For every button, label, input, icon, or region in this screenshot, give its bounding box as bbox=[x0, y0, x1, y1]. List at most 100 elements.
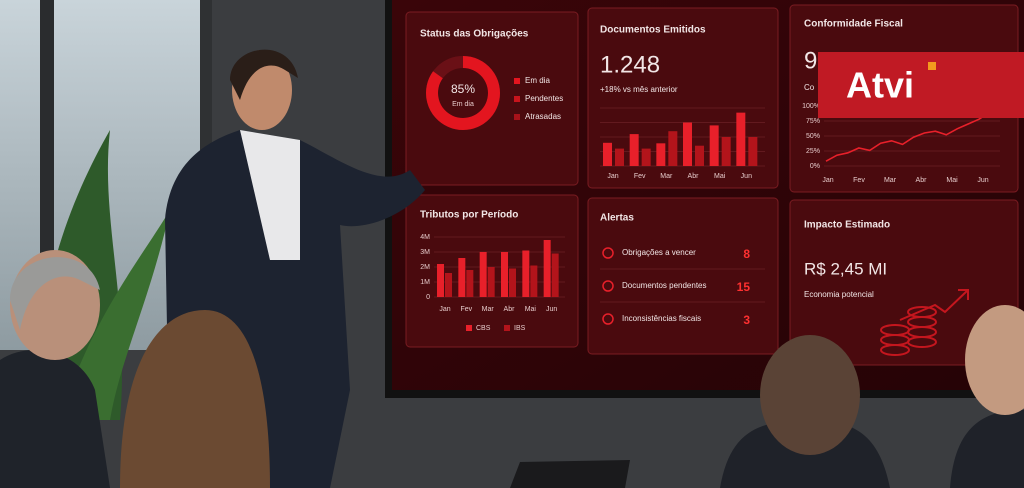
y-tick-label: 2M bbox=[420, 264, 430, 271]
y-tick-label: 3M bbox=[420, 249, 430, 256]
audience-left-hair bbox=[10, 257, 100, 330]
kpi-caption: Co bbox=[804, 83, 815, 92]
kpi-caption: Economia potencial bbox=[804, 290, 874, 299]
donut-label: 85% bbox=[451, 82, 475, 96]
presenter-shirt bbox=[240, 130, 300, 260]
alert-label: Documentos pendentes bbox=[622, 281, 707, 290]
x-tick-label: Mar bbox=[482, 306, 495, 313]
panel-alertas bbox=[587, 197, 779, 355]
y-tick-label: 75% bbox=[806, 118, 820, 125]
laptop bbox=[510, 460, 630, 488]
bar bbox=[629, 134, 639, 166]
y-tick-label: 25% bbox=[806, 148, 820, 155]
bar bbox=[615, 148, 624, 166]
logo: Atvi bbox=[846, 65, 914, 106]
alert-icon bbox=[602, 247, 614, 259]
x-tick-label: Mai bbox=[714, 173, 726, 180]
x-tick-label: Mai bbox=[525, 306, 537, 313]
audience-woman bbox=[120, 310, 270, 488]
plant-leaf bbox=[60, 210, 170, 420]
x-tick-label: Mar bbox=[660, 173, 673, 180]
alert-label: Obrigações a vencer bbox=[622, 248, 696, 257]
bar bbox=[487, 267, 495, 297]
alert-label: Inconsistências fiscais bbox=[622, 314, 701, 323]
y-tick-label: 0 bbox=[426, 294, 430, 301]
bar bbox=[668, 131, 678, 166]
legend-swatch bbox=[514, 114, 520, 120]
x-tick-label: Jan bbox=[439, 306, 450, 313]
panel-title: Status das Obrigações bbox=[420, 29, 529, 40]
y-tick-label: 50% bbox=[806, 133, 820, 140]
bar bbox=[501, 252, 508, 297]
x-tick-label: Jun bbox=[977, 177, 988, 184]
kpi-change: +18% vs mês anterior bbox=[600, 85, 678, 94]
bar bbox=[736, 112, 746, 166]
panel-impacto bbox=[789, 199, 1019, 366]
audience-right-head bbox=[760, 335, 860, 455]
bar bbox=[695, 145, 704, 166]
bar bbox=[641, 148, 651, 166]
legend-swatch bbox=[514, 96, 520, 102]
legend-label: Atrasadas bbox=[525, 112, 561, 121]
bar bbox=[721, 137, 731, 166]
bar bbox=[522, 250, 530, 297]
legend-swatch bbox=[504, 325, 510, 331]
panel-title: Impacto Estimado bbox=[804, 220, 890, 231]
bar bbox=[551, 253, 559, 297]
coins-icon bbox=[880, 289, 969, 356]
audience-far-head bbox=[965, 305, 1024, 415]
legend-label: Pendentes bbox=[525, 94, 563, 103]
bar bbox=[466, 270, 474, 297]
bar bbox=[603, 142, 612, 166]
bar bbox=[683, 122, 692, 166]
x-tick-label: Jun bbox=[546, 306, 557, 313]
y-tick-label: 100% bbox=[802, 103, 820, 110]
bar bbox=[530, 265, 538, 297]
kpi-value: R$ 2,45 MI bbox=[804, 259, 887, 278]
panel-title: Tributos por Período bbox=[420, 210, 518, 221]
legend-label: IBS bbox=[514, 325, 526, 332]
panel-title: Alertas bbox=[600, 213, 634, 224]
bar bbox=[437, 264, 444, 297]
x-tick-label: Mar bbox=[884, 177, 897, 184]
y-tick-label: 1M bbox=[420, 279, 430, 286]
panel-title: Conformidade Fiscal bbox=[804, 19, 903, 30]
presenter-hair bbox=[230, 49, 298, 100]
y-tick-label: 4M bbox=[420, 234, 430, 241]
bar bbox=[709, 125, 719, 166]
kpi-value: 1.248 bbox=[600, 51, 660, 78]
alert-icon bbox=[602, 313, 614, 325]
audience-far bbox=[950, 410, 1024, 488]
alert-count: 8 bbox=[743, 247, 750, 261]
donut-arc bbox=[426, 56, 500, 130]
bar bbox=[458, 258, 466, 297]
bar bbox=[509, 268, 516, 297]
x-tick-label: Mai bbox=[946, 177, 958, 184]
logo-bg bbox=[818, 52, 1024, 118]
bar bbox=[748, 137, 758, 166]
alert-icon bbox=[602, 280, 614, 292]
alert-count: 3 bbox=[743, 313, 750, 327]
x-tick-label: Jan bbox=[607, 173, 618, 180]
legend-swatch bbox=[514, 78, 520, 84]
legend-swatch bbox=[466, 325, 472, 331]
panel-title: Documentos Emitidos bbox=[600, 25, 706, 36]
kpi-value: 9 bbox=[804, 47, 817, 74]
bar bbox=[543, 240, 551, 297]
x-tick-label: Jun bbox=[741, 173, 752, 180]
x-tick-label: Fev bbox=[634, 173, 646, 180]
bar bbox=[479, 252, 487, 297]
bar bbox=[656, 143, 666, 166]
audience-left bbox=[0, 350, 110, 488]
x-tick-label: Abr bbox=[504, 306, 516, 313]
donut-caption: Em dia bbox=[452, 101, 474, 108]
x-tick-label: Abr bbox=[688, 173, 700, 180]
line-series bbox=[825, 111, 991, 162]
x-tick-label: Jan bbox=[822, 177, 833, 184]
alert-count: 15 bbox=[737, 280, 751, 294]
bar bbox=[445, 273, 452, 297]
logo-mark bbox=[928, 62, 936, 70]
legend-label: CBS bbox=[476, 325, 491, 332]
x-tick-label: Fev bbox=[460, 306, 472, 313]
